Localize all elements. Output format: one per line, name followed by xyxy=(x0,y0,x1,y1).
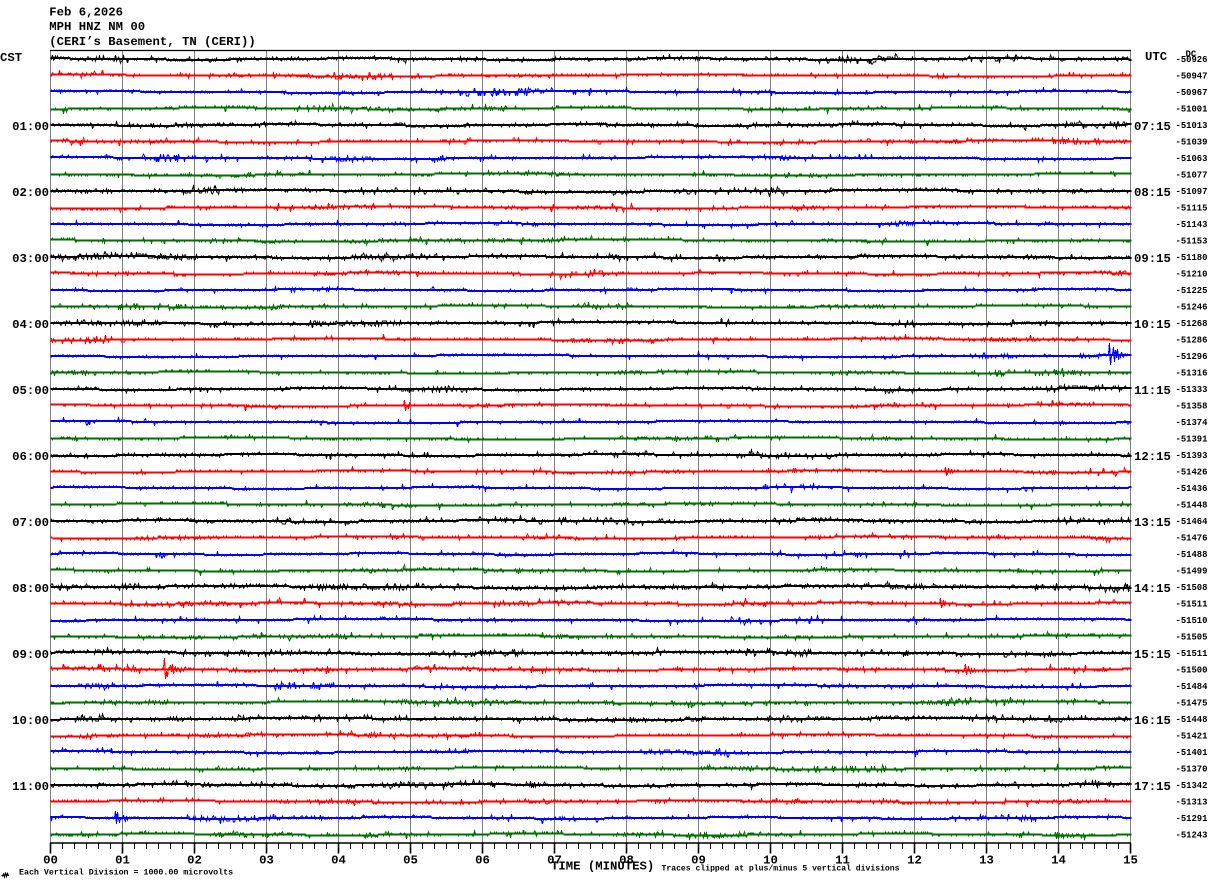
svg-text:11:15: 11:15 xyxy=(1134,384,1171,398)
svg-text:-51358: -51358 xyxy=(1176,402,1208,412)
svg-text:-51370: -51370 xyxy=(1176,765,1208,775)
svg-text:-50926: -50926 xyxy=(1176,55,1208,65)
svg-text:08:15: 08:15 xyxy=(1134,186,1171,200)
svg-text:08: 08 xyxy=(619,854,634,868)
svg-text:Each Vertical Division = 1000.: Each Vertical Division = 1000.00 microvo… xyxy=(19,868,233,878)
svg-text:02: 02 xyxy=(187,854,202,868)
svg-text:12: 12 xyxy=(907,854,922,868)
svg-text:08:00: 08:00 xyxy=(12,582,49,596)
svg-text:-51391: -51391 xyxy=(1176,435,1208,445)
svg-text:DC: DC xyxy=(1186,50,1197,60)
svg-text:-51488: -51488 xyxy=(1176,550,1208,560)
svg-text:02:00: 02:00 xyxy=(12,186,49,200)
svg-text:07:00: 07:00 xyxy=(12,516,49,530)
svg-text:-51097: -51097 xyxy=(1176,187,1208,197)
svg-text:11:00: 11:00 xyxy=(12,780,49,794)
svg-text:15: 15 xyxy=(1123,854,1138,868)
svg-text:-51342: -51342 xyxy=(1176,781,1208,791)
svg-text:(CERI’s Basement, TN (CERI)): (CERI’s Basement, TN (CERI)) xyxy=(49,35,256,49)
svg-text:-51421: -51421 xyxy=(1176,732,1208,742)
svg-text:00: 00 xyxy=(43,854,58,868)
svg-text:CST: CST xyxy=(0,51,23,65)
svg-text:-51505: -51505 xyxy=(1176,633,1208,643)
svg-text:-51001: -51001 xyxy=(1176,105,1208,115)
svg-text:-51401: -51401 xyxy=(1176,748,1208,758)
svg-text:11: 11 xyxy=(835,854,850,868)
svg-text:Traces clipped at plus/minus 5: Traces clipped at plus/minus 5 vertical … xyxy=(662,864,900,873)
svg-text:-51039: -51039 xyxy=(1176,138,1208,148)
svg-text:-51313: -51313 xyxy=(1176,798,1208,808)
svg-text:-51063: -51063 xyxy=(1176,154,1208,164)
svg-text:10:00: 10:00 xyxy=(12,714,49,728)
svg-text:14: 14 xyxy=(1051,854,1066,868)
svg-text:-51243: -51243 xyxy=(1176,831,1208,841)
svg-text:-51013: -51013 xyxy=(1176,121,1208,131)
svg-text:07:15: 07:15 xyxy=(1134,120,1171,134)
svg-text:-51393: -51393 xyxy=(1176,451,1208,461)
svg-text:-51475: -51475 xyxy=(1176,699,1208,709)
svg-text:-51333: -51333 xyxy=(1176,385,1208,395)
svg-text:-51500: -51500 xyxy=(1176,666,1208,676)
svg-text:-51448: -51448 xyxy=(1176,715,1208,725)
svg-text:-51291: -51291 xyxy=(1176,814,1208,824)
svg-text:03: 03 xyxy=(259,854,274,868)
svg-text:01: 01 xyxy=(115,854,130,868)
svg-text:10: 10 xyxy=(763,854,778,868)
svg-text:-50947: -50947 xyxy=(1176,72,1208,82)
svg-text:-51077: -51077 xyxy=(1176,171,1208,181)
svg-text:17:15: 17:15 xyxy=(1134,780,1171,794)
svg-text:-51448: -51448 xyxy=(1176,501,1208,511)
svg-text:-51225: -51225 xyxy=(1176,286,1208,296)
svg-text:07: 07 xyxy=(547,854,562,868)
svg-text:-51296: -51296 xyxy=(1176,352,1208,362)
svg-text:-51511: -51511 xyxy=(1176,600,1208,610)
svg-text:-51476: -51476 xyxy=(1176,534,1208,544)
svg-text:-51115: -51115 xyxy=(1176,204,1208,214)
svg-text:-51246: -51246 xyxy=(1176,303,1208,313)
svg-text:-51268: -51268 xyxy=(1176,319,1208,329)
svg-text:06: 06 xyxy=(475,854,490,868)
svg-text:-51180: -51180 xyxy=(1176,253,1208,263)
svg-text:03:00: 03:00 xyxy=(12,252,49,266)
svg-text:05: 05 xyxy=(403,854,418,868)
svg-text:06:00: 06:00 xyxy=(12,450,49,464)
svg-text:UTC: UTC xyxy=(1145,50,1168,64)
svg-text:-51511: -51511 xyxy=(1176,649,1208,659)
svg-text:01:00: 01:00 xyxy=(12,120,49,134)
svg-text:-51436: -51436 xyxy=(1176,484,1208,494)
svg-text:-51464: -51464 xyxy=(1176,517,1209,527)
svg-text:-51484: -51484 xyxy=(1176,682,1209,692)
svg-text:-51499: -51499 xyxy=(1176,567,1208,577)
svg-text:-50967: -50967 xyxy=(1176,88,1208,98)
svg-text:09: 09 xyxy=(691,854,706,868)
svg-text:-51153: -51153 xyxy=(1176,237,1208,247)
svg-text:TIME (MINUTES): TIME (MINUTES) xyxy=(551,860,654,874)
svg-text:09:15: 09:15 xyxy=(1134,252,1171,266)
svg-text:13: 13 xyxy=(979,854,994,868)
svg-text:-51316: -51316 xyxy=(1176,369,1208,379)
svg-text:MPH HNZ NM 00: MPH HNZ NM 00 xyxy=(49,20,145,34)
svg-text:-51508: -51508 xyxy=(1176,583,1208,593)
svg-text:Feb 6,2026: Feb 6,2026 xyxy=(49,6,123,20)
svg-text:-51286: -51286 xyxy=(1176,336,1208,346)
svg-text:04:00: 04:00 xyxy=(12,318,49,332)
svg-text:14:15: 14:15 xyxy=(1134,582,1171,596)
svg-text:-51143: -51143 xyxy=(1176,220,1208,230)
svg-text:04: 04 xyxy=(331,854,346,868)
svg-text:13:15: 13:15 xyxy=(1134,516,1171,530)
svg-text:16:15: 16:15 xyxy=(1134,714,1171,728)
svg-text:09:00: 09:00 xyxy=(12,648,49,662)
svg-text:05:00: 05:00 xyxy=(12,384,49,398)
svg-text:-51210: -51210 xyxy=(1176,270,1208,280)
svg-text:-51426: -51426 xyxy=(1176,468,1208,478)
svg-text:10:15: 10:15 xyxy=(1134,318,1171,332)
svg-text:12:15: 12:15 xyxy=(1134,450,1171,464)
svg-text:15:15: 15:15 xyxy=(1134,648,1171,662)
svg-text:-51510: -51510 xyxy=(1176,616,1208,626)
svg-text:-51374: -51374 xyxy=(1176,418,1209,428)
